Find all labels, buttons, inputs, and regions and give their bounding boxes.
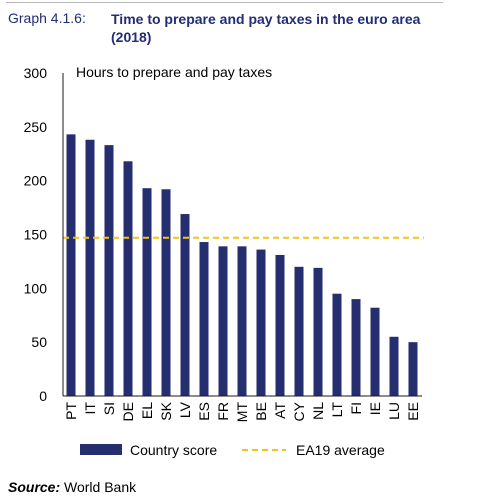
bar-mt bbox=[237, 246, 247, 396]
x-tick-label: SI bbox=[101, 402, 117, 415]
legend: Country score EA19 average bbox=[80, 442, 385, 458]
bar-pt bbox=[66, 134, 76, 396]
legend-bar-swatch bbox=[80, 444, 122, 455]
y-axis-ticks: 0 50 100 150 200 250 300 bbox=[24, 65, 48, 404]
legend-bar-label: Country score bbox=[130, 442, 217, 458]
x-tick-label: LU bbox=[386, 402, 402, 420]
source-label: Source: bbox=[8, 479, 61, 495]
x-tick-label: BE bbox=[253, 402, 269, 421]
source-text: World Bank bbox=[64, 479, 137, 495]
bar-el bbox=[142, 188, 152, 396]
bar-ie bbox=[370, 307, 380, 396]
bar-it bbox=[85, 139, 95, 396]
bar-lu bbox=[389, 336, 399, 396]
y-tick-label: 100 bbox=[24, 280, 48, 296]
bar-cy bbox=[294, 266, 304, 396]
x-tick-label: EL bbox=[139, 402, 155, 419]
bar-sk bbox=[161, 189, 171, 396]
x-tick-label: AT bbox=[272, 402, 288, 419]
bar-si bbox=[104, 145, 114, 396]
x-tick-label: NL bbox=[310, 402, 326, 420]
bar-at bbox=[275, 254, 285, 396]
bar-fr bbox=[218, 246, 228, 396]
y-tick-label: 150 bbox=[24, 227, 48, 243]
y-tick-label: 0 bbox=[39, 388, 47, 404]
bar-es bbox=[199, 242, 209, 396]
graph-number: Graph 4.1.6: bbox=[8, 10, 86, 26]
y-tick-label: 50 bbox=[31, 334, 47, 350]
x-tick-label: SK bbox=[158, 401, 174, 420]
bar-be bbox=[256, 249, 266, 396]
x-tick-label: LV bbox=[177, 401, 193, 418]
x-tick-label: LT bbox=[329, 402, 345, 418]
y-tick-label: 200 bbox=[24, 173, 48, 189]
y-axis-label: Hours to prepare and pay taxes bbox=[76, 64, 272, 80]
source-note: Source: World Bank bbox=[8, 479, 136, 495]
bar-fi bbox=[351, 299, 361, 396]
bar-chart: 0 50 100 150 200 250 300 Hours to prepare and … bbox=[24, 64, 424, 458]
bar-ee bbox=[408, 342, 418, 396]
x-tick-label: MT bbox=[234, 402, 250, 423]
y-tick-label: 300 bbox=[24, 65, 48, 81]
legend-average-label: EA19 average bbox=[296, 442, 385, 458]
bars bbox=[66, 134, 418, 396]
x-tick-label: EE bbox=[405, 402, 421, 421]
bar-lt bbox=[332, 293, 342, 396]
x-tick-label: DE bbox=[120, 402, 136, 421]
x-axis-ticks: PT IT SI DE EL SK LV ES FR MT BE AT CY NL LT FI IE LU EE bbox=[63, 401, 421, 422]
x-tick-label: FR bbox=[215, 402, 231, 421]
header-rule bbox=[6, 2, 443, 3]
chart-title: Time to prepare and pay taxes in the eur… bbox=[111, 11, 421, 45]
bar-lv bbox=[180, 214, 190, 396]
x-tick-label: ES bbox=[196, 402, 212, 421]
bar-de bbox=[123, 161, 133, 396]
x-tick-label: PT bbox=[63, 402, 79, 420]
x-tick-label: CY bbox=[291, 401, 307, 421]
y-tick-label: 250 bbox=[24, 119, 48, 135]
x-tick-label: IT bbox=[82, 402, 98, 415]
x-tick-label: FI bbox=[348, 402, 364, 414]
x-tick-label: IE bbox=[367, 402, 383, 415]
bar-nl bbox=[313, 267, 323, 396]
